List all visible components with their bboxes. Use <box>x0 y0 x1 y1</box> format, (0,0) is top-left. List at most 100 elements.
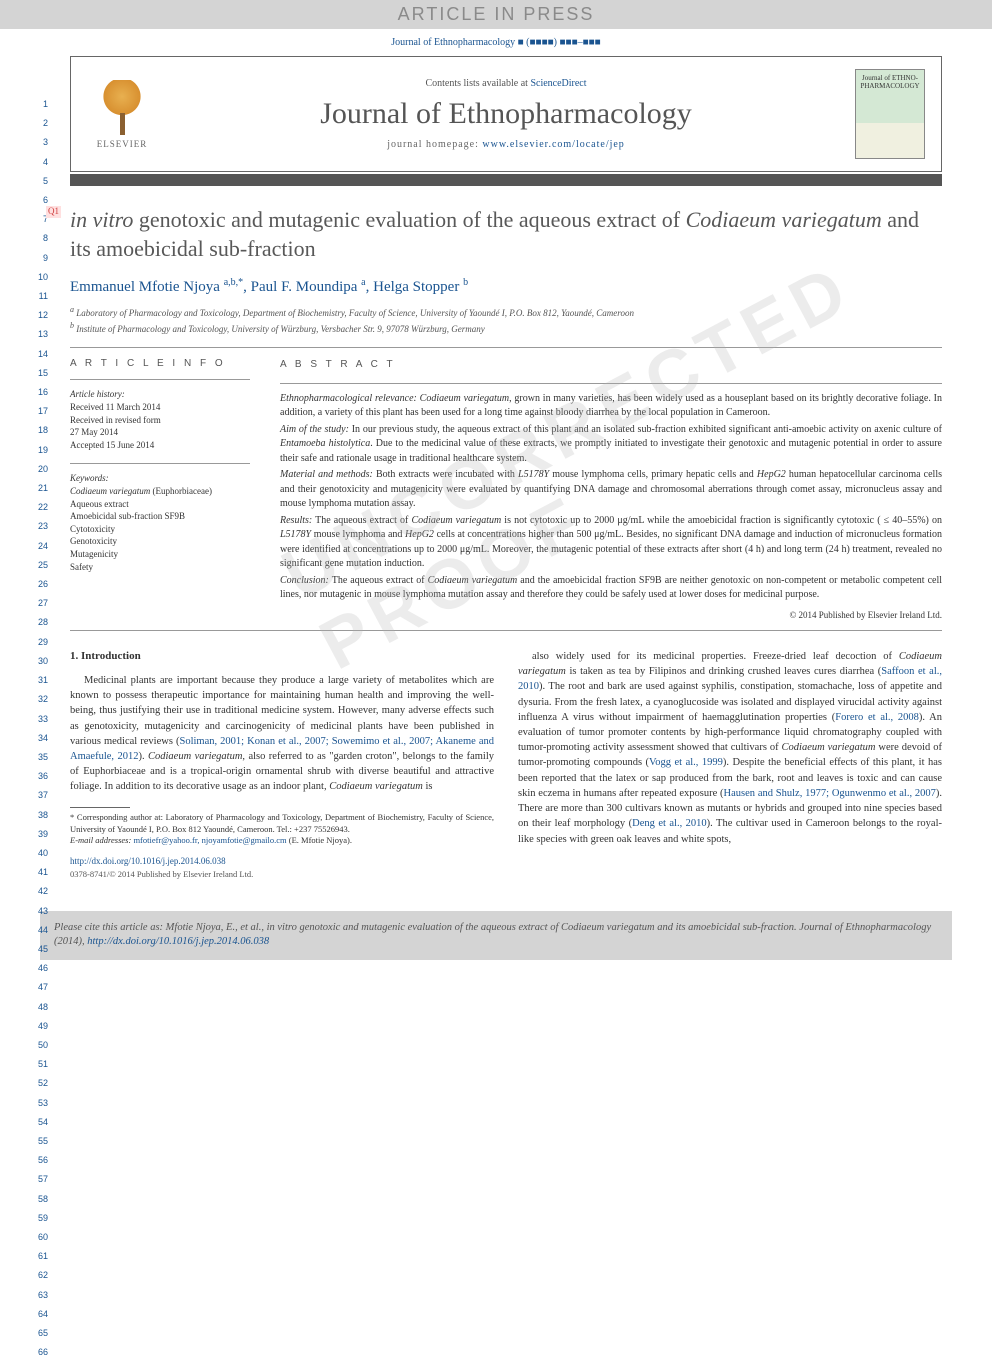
keyword: Safety <box>70 561 250 574</box>
line-number: 54 <box>30 1113 48 1132</box>
cite-mid: genotoxic and mutagenic evaluation of th… <box>297 922 561 933</box>
line-number: 9 <box>30 249 48 268</box>
abstract-column: A B S T R A C T Ethnopharmacological rel… <box>280 358 942 622</box>
line-number: 40 <box>30 844 48 863</box>
journal-cover-thumbnail: Journal of ETHNO-PHARMACOLOGY <box>855 69 925 159</box>
history-label: Article history: <box>70 388 250 401</box>
intro-paragraph-col1: Medicinal plants are important because t… <box>70 673 494 795</box>
history-line: Accepted 15 June 2014 <box>70 439 250 452</box>
line-number: 39 <box>30 825 48 844</box>
line-number: 37 <box>30 786 48 805</box>
elsevier-tree-icon <box>97 80 147 135</box>
line-number: 4 <box>30 153 48 172</box>
line-number: 31 <box>30 671 48 690</box>
contents-available-line: Contents lists available at ScienceDirec… <box>173 78 839 89</box>
keyword: Mutagenicity <box>70 548 250 561</box>
line-number: 29 <box>30 633 48 652</box>
body-two-column: 1. Introduction Medicinal plants are imp… <box>70 649 942 881</box>
cite-doi-link[interactable]: http://dx.doi.org/10.1016/j.jep.2014.06.… <box>87 936 269 947</box>
line-number: 47 <box>30 978 48 997</box>
title-italic-1: in vitro <box>70 207 133 232</box>
homepage-prefix: journal homepage: <box>387 139 482 150</box>
line-number: 8 <box>30 229 48 248</box>
line-number: 13 <box>30 325 48 344</box>
journal-header-box: ELSEVIER Contents lists available at Sci… <box>70 56 942 172</box>
sciencedirect-link[interactable]: ScienceDirect <box>530 78 586 89</box>
info-divider-1 <box>70 379 250 380</box>
line-number: 52 <box>30 1074 48 1093</box>
cite-prefix: Please cite this article as: Mfotie Njoy… <box>54 922 267 933</box>
line-number: 10 <box>30 268 48 287</box>
history-line: Received 11 March 2014 <box>70 401 250 414</box>
article-info-heading: A R T I C L E I N F O <box>70 358 250 369</box>
line-number: 1 <box>30 95 48 114</box>
line-number: 32 <box>30 690 48 709</box>
line-number: 56 <box>30 1151 48 1170</box>
line-number: 35 <box>30 748 48 767</box>
homepage-link[interactable]: www.elsevier.com/locate/jep <box>482 139 624 150</box>
line-number: 30 <box>30 652 48 671</box>
issn-copyright-line: 0378-8741/© 2014 Published by Elsevier I… <box>70 868 494 880</box>
line-number: 42 <box>30 882 48 901</box>
keyword: Cytotoxicity <box>70 523 250 536</box>
corresponding-author-note: * Corresponding author at: Laboratory of… <box>70 812 494 836</box>
line-number: 20 <box>30 460 48 479</box>
line-number: 55 <box>30 1132 48 1151</box>
footnotes-block: * Corresponding author at: Laboratory of… <box>70 812 494 848</box>
right-column: also widely used for its medicinal prope… <box>518 649 942 881</box>
line-number: 25 <box>30 556 48 575</box>
footnote-separator <box>70 807 130 808</box>
intro-paragraph-col2: also widely used for its medicinal prope… <box>518 649 942 847</box>
line-number: 45 <box>30 940 48 959</box>
abstract-paragraph: Results: The aqueous extract of Codiaeum… <box>280 514 942 572</box>
keyword: Codiaeum variegatum (Euphorbiaceae) <box>70 485 250 498</box>
cite-italic-2: Codiaeum variegatum <box>561 922 655 933</box>
homepage-line: journal homepage: www.elsevier.com/locat… <box>173 139 839 150</box>
author-email-links[interactable]: mfotiefr@yahoo.fr, njoyamfotie@gmailo.cm <box>133 835 286 845</box>
author: Helga Stopper b <box>373 279 468 295</box>
line-number: 5 <box>30 172 48 191</box>
query-marker-q1: Q1 <box>46 206 61 218</box>
line-number: 48 <box>30 998 48 1017</box>
authors-line: Emmanuel Mfotie Njoya a,b,*, Paul F. Mou… <box>70 277 942 296</box>
line-number: 51 <box>30 1055 48 1074</box>
line-number: 19 <box>30 441 48 460</box>
title-part-2: genotoxic and mutagenic evaluation of th… <box>133 207 685 232</box>
line-number: 28 <box>30 613 48 632</box>
abstract-divider <box>280 383 942 384</box>
abstract-paragraph: Conclusion: The aqueous extract of Codia… <box>280 574 942 603</box>
title-italic-2: Codiaeum variegatum <box>686 207 882 232</box>
line-number: 60 <box>30 1228 48 1247</box>
keywords-label: Keywords: <box>70 472 250 485</box>
doi-link[interactable]: http://dx.doi.org/10.1016/j.jep.2014.06.… <box>70 856 226 866</box>
line-number: 62 <box>30 1266 48 1285</box>
article-title: Q1 in vitro genotoxic and mutagenic eval… <box>70 206 942 263</box>
keyword: Amoebicidal sub-fraction SF9B <box>70 510 250 523</box>
divider-above-abstract <box>70 347 942 348</box>
please-cite-box: Please cite this article as: Mfotie Njoy… <box>40 911 952 960</box>
line-number: 61 <box>30 1247 48 1266</box>
history-line: 27 May 2014 <box>70 426 250 439</box>
line-number: 16 <box>30 383 48 402</box>
article-info-column: A R T I C L E I N F O Article history: R… <box>70 358 250 622</box>
line-number: 12 <box>30 306 48 325</box>
cite-italic-1: in vitro <box>267 922 297 933</box>
line-number: 24 <box>30 537 48 556</box>
line-number: 38 <box>30 806 48 825</box>
line-number: 41 <box>30 863 48 882</box>
elsevier-logo: ELSEVIER <box>87 74 157 154</box>
introduction-heading: 1. Introduction <box>70 649 494 665</box>
line-number: 57 <box>30 1170 48 1189</box>
info-abstract-row: A R T I C L E I N F O Article history: R… <box>70 358 942 622</box>
keyword: Aqueous extract <box>70 498 250 511</box>
journal-name: Journal of Ethnopharmacology <box>173 97 839 131</box>
line-number: 49 <box>30 1017 48 1036</box>
abstract-heading: A B S T R A C T <box>280 358 942 373</box>
line-numbers-gutter: 1234567891011121314151617181920212223242… <box>30 95 48 1362</box>
line-number: 3 <box>30 133 48 152</box>
contents-prefix: Contents lists available at <box>425 78 530 89</box>
email-suffix: (E. Mfotie Njoya). <box>287 835 352 845</box>
keywords-block: Keywords: Codiaeum variegatum (Euphorbia… <box>70 472 250 573</box>
line-number: 27 <box>30 594 48 613</box>
elsevier-label: ELSEVIER <box>97 139 148 149</box>
